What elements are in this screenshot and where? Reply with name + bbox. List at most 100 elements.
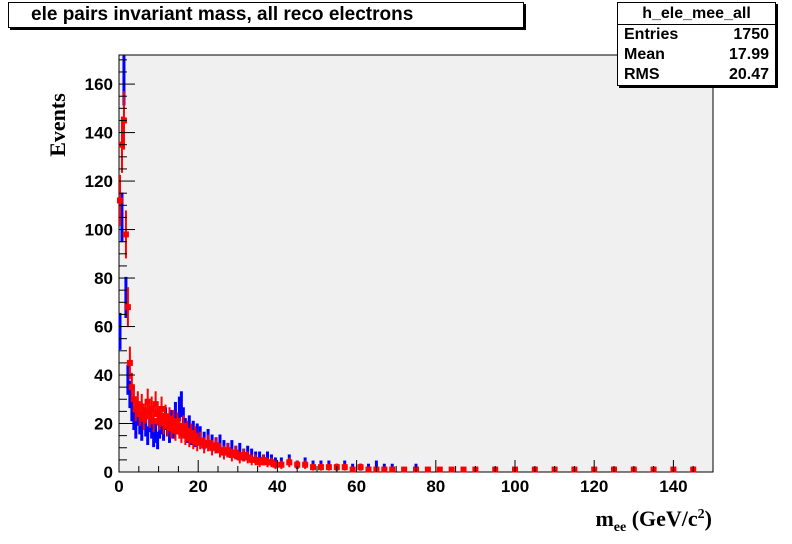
- data-point: [228, 452, 235, 459]
- data-point: [389, 466, 396, 473]
- data-point: [224, 447, 231, 454]
- data-point: [168, 425, 175, 432]
- data-point: [294, 461, 301, 468]
- data-point: [201, 442, 208, 449]
- stats-label: RMS: [624, 66, 660, 83]
- data-point: [144, 398, 151, 405]
- data-point: [156, 415, 163, 422]
- data-point: [220, 449, 227, 456]
- stats-histogram-name: h_ele_mee_all: [618, 3, 775, 25]
- data-point: [132, 405, 139, 412]
- data-point: [272, 461, 279, 468]
- x-tick-label: 100: [501, 477, 529, 496]
- data-point: [268, 459, 275, 466]
- x-tick-label: 80: [426, 477, 445, 496]
- data-point: [162, 413, 169, 420]
- data-point: [166, 415, 173, 422]
- y-tick-label: 80: [94, 269, 113, 288]
- data-point: [152, 401, 159, 408]
- data-point: [236, 454, 243, 461]
- data-point: [325, 464, 332, 471]
- data-point: [197, 437, 204, 444]
- data-point: [260, 456, 267, 463]
- data-point: [256, 459, 263, 466]
- x-tick-label: 0: [114, 477, 123, 496]
- data-point: [341, 464, 348, 471]
- chart-title: ele pairs invariant mass, all reco elect…: [8, 2, 524, 28]
- data-point: [154, 410, 161, 417]
- data-point: [164, 422, 171, 429]
- data-point: [146, 413, 153, 420]
- data-point: [460, 466, 467, 473]
- data-point: [209, 444, 216, 451]
- data-point: [138, 403, 145, 410]
- x-tick-label: 20: [189, 477, 208, 496]
- data-point: [401, 466, 408, 473]
- stats-value: 20.47: [728, 66, 769, 83]
- y-tick-label: 100: [85, 221, 113, 240]
- x-axis-label-unit: (GeV/c: [626, 506, 698, 531]
- data-point: [317, 464, 324, 471]
- data-point: [310, 464, 317, 471]
- x-axis-label-main: m: [595, 506, 613, 531]
- chart-title-text: ele pairs invariant mass, all reco elect…: [31, 4, 414, 25]
- y-tick-label: 20: [94, 415, 113, 434]
- data-point: [158, 405, 165, 412]
- data-point: [160, 420, 167, 427]
- x-axis-label-subscript: ee: [614, 520, 626, 535]
- stats-value: 17.99: [728, 46, 769, 63]
- data-point: [122, 231, 129, 238]
- y-tick-label: 120: [85, 172, 113, 191]
- x-axis-label-close: ): [705, 506, 712, 531]
- data-point: [180, 422, 187, 429]
- data-point: [182, 432, 189, 439]
- data-point: [130, 396, 137, 403]
- x-tick-label: 120: [580, 477, 608, 496]
- data-point: [205, 439, 212, 446]
- data-point: [264, 459, 271, 466]
- data-point: [170, 418, 177, 425]
- stats-label: Mean: [624, 46, 665, 63]
- data-point: [134, 401, 141, 408]
- y-tick-label: 60: [94, 318, 113, 337]
- data-point: [248, 456, 255, 463]
- data-point: [192, 432, 199, 439]
- stats-value: 1750: [733, 26, 769, 43]
- stats-row-entries: Entries 1750: [618, 25, 775, 45]
- data-point: [252, 456, 259, 463]
- x-tick-label: 140: [659, 477, 687, 496]
- data-point: [365, 466, 372, 473]
- data-point: [349, 466, 356, 473]
- data-point: [188, 430, 195, 437]
- data-point: [136, 410, 143, 417]
- data-point: [381, 466, 388, 473]
- data-point: [424, 466, 431, 473]
- data-point: [178, 430, 185, 437]
- data-point: [448, 466, 455, 473]
- data-point: [216, 447, 223, 454]
- data-point: [150, 418, 157, 425]
- data-point: [116, 197, 123, 204]
- x-axis-label: mee (GeV/c2): [595, 506, 712, 535]
- data-point: [232, 449, 239, 456]
- x-tick-label: 40: [268, 477, 287, 496]
- stats-row-rms: RMS 20.47: [618, 65, 775, 85]
- y-tick-label: 0: [104, 463, 113, 482]
- plot-frame: [118, 54, 714, 473]
- data-point: [278, 461, 285, 468]
- stats-box: h_ele_mee_all Entries 1750 Mean 17.99 RM…: [617, 2, 776, 86]
- data-point: [302, 461, 309, 468]
- y-axis-label: Events: [45, 93, 70, 157]
- data-point: [140, 415, 147, 422]
- data-point: [186, 435, 193, 442]
- data-point: [286, 459, 293, 466]
- data-point: [128, 384, 135, 391]
- y-tick-label: 160: [85, 75, 113, 94]
- data-point: [124, 304, 131, 311]
- x-tick-label: 60: [347, 477, 366, 496]
- data-point: [213, 442, 220, 449]
- data-point: [176, 425, 183, 432]
- data-point: [244, 454, 251, 461]
- data-point: [184, 427, 191, 434]
- data-point: [142, 408, 149, 415]
